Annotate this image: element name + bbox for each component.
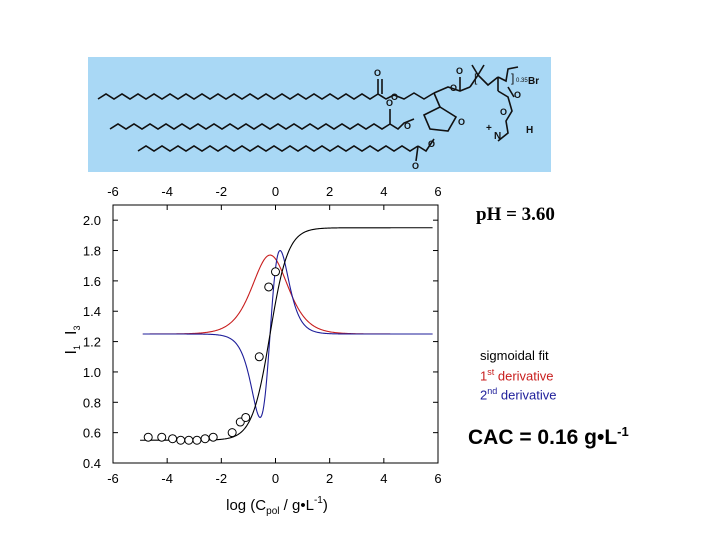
y-tick-label: 0.6 bbox=[83, 426, 101, 441]
oxygen-atom: O bbox=[391, 92, 398, 102]
oxygen-atom: O bbox=[458, 117, 465, 127]
x-tick-label-top: 4 bbox=[380, 184, 387, 199]
y-tick-label: 0.8 bbox=[83, 395, 101, 410]
oxygen-atom: O bbox=[500, 107, 507, 117]
bracket-open: [ bbox=[474, 71, 478, 85]
data-point bbox=[227, 428, 237, 438]
top-x-tick-labels: -6 -4 -2 0 2 4 6 bbox=[107, 184, 441, 199]
x-tick-label-bottom: -6 bbox=[107, 471, 119, 486]
legend-second-derivative: 2nd derivative bbox=[480, 386, 557, 403]
bromine-label: Br bbox=[528, 76, 539, 87]
bracket-close: ] bbox=[511, 71, 514, 85]
y-tick-label: 0.4 bbox=[83, 456, 101, 471]
data-point bbox=[208, 432, 218, 442]
x-tick-label-bottom: 4 bbox=[380, 471, 387, 486]
hydrogen-label: H bbox=[526, 125, 533, 136]
y-tick-label: 1.0 bbox=[83, 365, 101, 380]
first-derivative-curve bbox=[142, 254, 433, 335]
oxygen-atom: O bbox=[514, 90, 521, 100]
x-tick-label-top: -6 bbox=[107, 184, 119, 199]
x-tick-label-bottom: -4 bbox=[161, 471, 173, 486]
legend-first-derivative: 1st derivative bbox=[480, 367, 554, 384]
data-point bbox=[184, 435, 194, 445]
second-derivative-curve bbox=[142, 250, 433, 419]
x-tick-label-top: -2 bbox=[216, 184, 228, 199]
data-point bbox=[168, 434, 178, 444]
oxygen-atom: O bbox=[450, 83, 457, 93]
y-tick-label: 1.2 bbox=[83, 335, 101, 350]
x-tick-label-top: 6 bbox=[434, 184, 441, 199]
data-point bbox=[176, 435, 186, 445]
oxygen-atom: O bbox=[428, 139, 435, 149]
data-point bbox=[241, 412, 251, 422]
oxygen-atom: O bbox=[374, 68, 381, 78]
legend-sigmoidal: sigmoidal fit bbox=[480, 348, 549, 363]
y-axis-label: I1I3 bbox=[63, 326, 82, 355]
x-tick-label-top: -4 bbox=[161, 184, 173, 199]
data-point bbox=[264, 282, 274, 292]
data-points bbox=[143, 267, 280, 445]
y-tick-label: 2.0 bbox=[83, 213, 101, 228]
y-tick-label: 1.6 bbox=[83, 274, 101, 289]
y-tick-labels: 0.4 0.6 0.8 1.0 1.2 1.4 1.6 1.8 2.0 bbox=[83, 213, 101, 471]
x-tick-label-bottom: 0 bbox=[272, 471, 279, 486]
x-tick-label-bottom: -2 bbox=[216, 471, 228, 486]
oxygen-atom: O bbox=[386, 98, 393, 108]
x-tick-label-bottom: 2 bbox=[326, 471, 333, 486]
data-point bbox=[271, 267, 280, 277]
x-axis-label: log (Cpol / g•L-1) bbox=[226, 495, 328, 517]
oxygen-atom: O bbox=[456, 66, 463, 76]
data-point bbox=[200, 434, 210, 444]
cac-label: CAC = 0.16 g•L-1 bbox=[468, 424, 629, 449]
ph-label: pH = 3.60 bbox=[476, 204, 555, 225]
y-tick-label: 1.8 bbox=[83, 244, 101, 259]
x-tick-label-top: 2 bbox=[326, 184, 333, 199]
data-point bbox=[157, 432, 167, 442]
oxygen-atom: O bbox=[412, 161, 419, 171]
y-tick-label: 1.4 bbox=[83, 304, 101, 319]
axis-ticks bbox=[112, 205, 439, 464]
repeat-subscript: 0.35 bbox=[516, 78, 528, 84]
chemical-structure-panel: Br N H + 0.35 [ ] O O O O O O O O O O O bbox=[88, 57, 551, 172]
bottom-x-tick-labels: -6 -4 -2 0 2 4 6 bbox=[107, 471, 441, 486]
charge-label: + bbox=[486, 123, 492, 134]
data-point bbox=[192, 435, 202, 445]
x-tick-label-top: 0 bbox=[272, 184, 279, 199]
nitrogen-label: N bbox=[494, 131, 501, 142]
chemical-structure-drawing: Br N H + 0.35 [ ] O O O O O O O O O O O bbox=[97, 64, 539, 171]
x-tick-label-bottom: 6 bbox=[434, 471, 441, 486]
data-point bbox=[143, 432, 153, 442]
oxygen-atom: O bbox=[404, 121, 411, 131]
data-point bbox=[254, 352, 264, 362]
